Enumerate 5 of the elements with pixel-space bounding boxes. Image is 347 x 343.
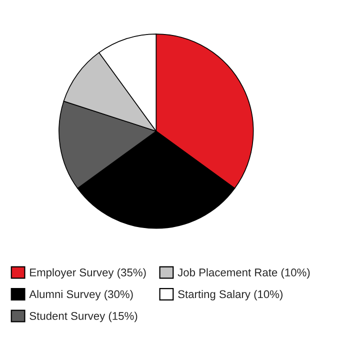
legend-label: Student Survey (15%) — [30, 312, 138, 322]
legend-label: Job Placement Rate (10%) — [178, 268, 310, 279]
legend-label: Starting Salary (10%) — [178, 290, 282, 300]
legend-label: Employer Survey (35%) — [30, 268, 146, 279]
legend-label: Alumni Survey (30%) — [29, 290, 133, 300]
